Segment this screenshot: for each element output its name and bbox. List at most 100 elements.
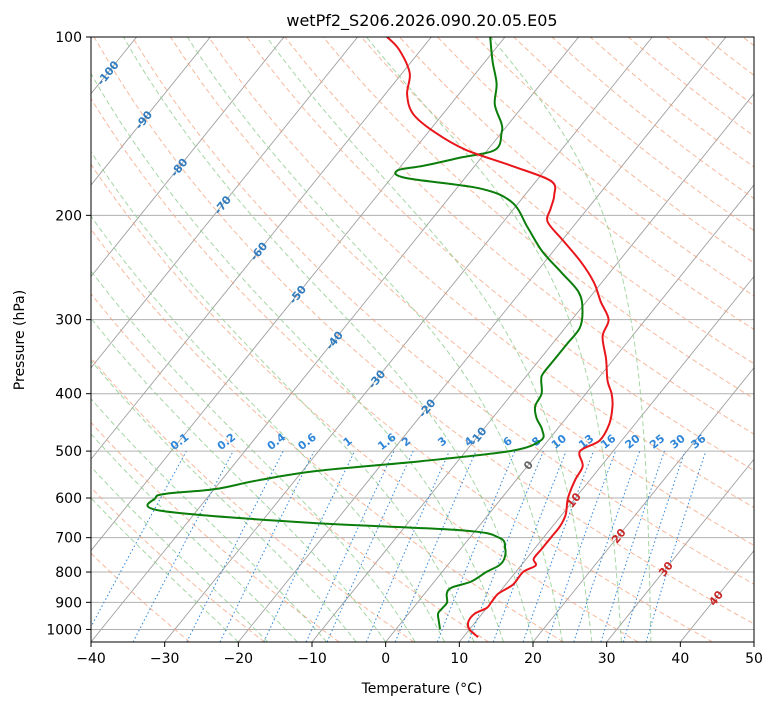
x-tick-label: 40 — [671, 651, 689, 667]
dry-adiabat-line — [91, 486, 265, 642]
isotherm-label: -50 — [287, 283, 310, 307]
isotherm-line — [91, 37, 506, 552]
chart-title: wetPf2_S206.2026.090.20.05.E05 — [286, 11, 557, 31]
dry-adiabat-line — [93, 37, 754, 625]
x-tick-label: 0 — [381, 651, 390, 667]
dry-adiabat-line — [91, 357, 415, 642]
mixing-ratio-label: 25 — [647, 432, 667, 452]
background-grid — [0, 37, 754, 642]
mixing-ratio-line — [394, 450, 477, 642]
x-tick-label: −30 — [150, 651, 180, 667]
mixing-ratio-line — [546, 450, 617, 642]
mixing-ratio-line — [365, 450, 450, 642]
dry-adiabat-line — [666, 37, 754, 107]
dry-adiabat-line — [208, 37, 754, 509]
y-tick-label: 300 — [55, 313, 82, 329]
moist-adiabat-line — [366, 37, 622, 642]
isotherm-label-warm: 30 — [656, 559, 676, 579]
dry-adiabat-line — [91, 97, 713, 642]
mixing-ratio-label: 3 — [435, 434, 449, 449]
mixing-ratio-line — [436, 450, 516, 642]
y-tick-label: 400 — [55, 387, 82, 403]
sounding-profiles — [146, 37, 614, 638]
isotherm-label: 0 — [521, 458, 536, 472]
dewpoint-line — [146, 37, 584, 630]
mixing-ratio-line — [522, 450, 594, 642]
isotherm-label: -100 — [94, 58, 122, 88]
x-tick-label: −10 — [297, 651, 327, 667]
mixing-ratio-line — [91, 450, 187, 628]
isotherm-line — [91, 37, 432, 460]
dry-adiabat-line — [91, 293, 489, 642]
x-tick-label: 20 — [524, 651, 542, 667]
moist-adiabat-line — [91, 150, 475, 642]
x-tick-label: 50 — [745, 651, 763, 667]
y-axis-title: Pressure (hPa) — [12, 290, 28, 390]
y-tick-label: 200 — [55, 208, 82, 224]
dry-adiabat-line — [475, 37, 754, 264]
moist-adiabat-line — [91, 270, 416, 642]
mixing-ratio-line — [492, 450, 567, 642]
dry-adiabat-line — [704, 37, 754, 76]
dry-adiabat-line — [360, 37, 754, 365]
dry-adiabat-line — [91, 421, 340, 642]
y-tick-label: 800 — [55, 565, 82, 581]
moist-adiabat-line — [91, 497, 239, 642]
isotherm-line — [753, 641, 754, 642]
isotherm-line — [385, 184, 754, 642]
mixing-ratio-line — [263, 450, 356, 642]
mixing-ratio-label: 13 — [576, 432, 596, 452]
dry-adiabat-line — [742, 37, 754, 47]
mixing-ratio-line — [326, 450, 414, 642]
y-tick-label: 900 — [55, 595, 82, 611]
isotherm-line — [164, 37, 653, 642]
isotherm-line — [91, 37, 358, 369]
y-tick-label: 600 — [55, 491, 82, 507]
mixing-ratio-label: 30 — [668, 432, 688, 452]
mixing-ratio-line — [573, 450, 641, 642]
dry-adiabat-line — [131, 37, 754, 585]
x-tick-label: 30 — [598, 651, 616, 667]
dry-adiabat-line — [322, 37, 754, 400]
mixing-ratio-label: 0.2 — [215, 431, 238, 453]
isotherm-label: -30 — [366, 367, 389, 391]
mixing-ratio-line — [622, 450, 686, 642]
dry-adiabat-line — [91, 228, 564, 642]
temperature-line — [386, 37, 614, 638]
isotherm-line — [0, 37, 63, 642]
dry-adiabat-line — [513, 37, 754, 232]
mixing-ratio-label: 2 — [399, 434, 413, 449]
mixing-ratio-line — [186, 450, 284, 642]
isotherm-label: -60 — [248, 240, 271, 264]
mixing-ratio-label: 0.4 — [265, 430, 289, 452]
axes: −40 −30 −20 −10 0 10 20 30 40 5010020030040050060… — [46, 30, 763, 667]
isotherm-line — [237, 37, 727, 642]
plot-frame — [90, 36, 755, 643]
isotherm-line — [679, 549, 754, 642]
mixing-ratio-line — [468, 450, 544, 642]
y-tick-label: 1000 — [46, 622, 82, 638]
isotherm-line — [458, 275, 754, 642]
isotherm-line — [311, 92, 754, 642]
mixing-ratio-line — [132, 450, 234, 642]
moist-adiabat-line — [91, 398, 328, 642]
moist-adiabat-line — [91, 72, 504, 642]
moist-adiabat-line — [490, 37, 652, 642]
isotherm-line — [532, 367, 754, 642]
moist-adiabat-line — [91, 433, 298, 642]
moist-adiabat-line — [91, 215, 446, 642]
mixing-ratio-label: 0.6 — [296, 430, 320, 452]
y-tick-label: 700 — [55, 531, 82, 547]
mixing-ratio-label: 20 — [623, 432, 643, 452]
mixing-ratio-label: 36 — [688, 432, 708, 452]
isotherm-line — [91, 37, 211, 186]
x-tick-label: −40 — [76, 651, 106, 667]
moist-adiabat-line — [123, 37, 534, 642]
isotherm-label: -40 — [323, 328, 346, 352]
dry-adiabat-line — [91, 552, 191, 642]
mixing-ratio-label: 1 — [341, 434, 355, 449]
y-tick-label: 500 — [55, 444, 82, 460]
mixing-ratio-line — [219, 450, 315, 642]
